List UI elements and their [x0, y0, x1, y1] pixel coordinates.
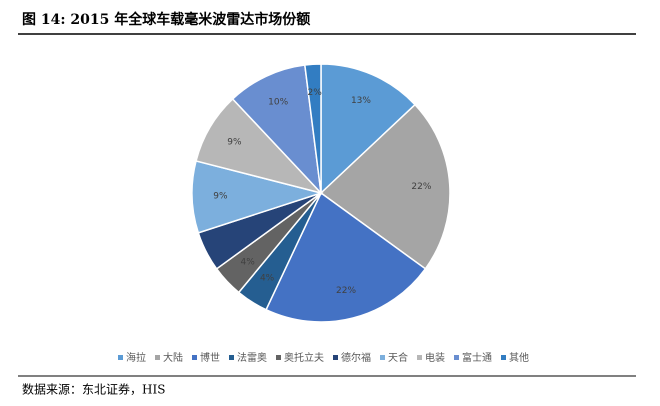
data-label: 22% [336, 286, 356, 296]
legend-swatch [333, 355, 338, 360]
legend-label: 博世 [200, 351, 220, 364]
legend-swatch [501, 355, 506, 360]
chart-title: 图 14: 2015 年全球车载毫米波雷达市场份额 [22, 11, 310, 28]
legend-label: 法雷奥 [237, 351, 267, 364]
data-label: 13% [351, 96, 371, 106]
data-label: 10% [268, 97, 288, 107]
legend-swatch [276, 355, 281, 360]
pie-slice [320, 63, 417, 195]
pie-slice [319, 103, 451, 270]
legend-label: 海拉 [126, 351, 146, 364]
pie-slice [303, 63, 322, 194]
legend-swatch [229, 355, 234, 360]
pie-slice [231, 64, 323, 196]
data-label: 9% [227, 137, 242, 147]
legend-swatch [380, 355, 385, 360]
legend-label: 奥托立夫 [284, 351, 324, 364]
legend-swatch [118, 355, 123, 360]
data-label: 22% [411, 182, 431, 192]
legend-label: 其他 [509, 351, 529, 364]
data-label: 4% [241, 257, 256, 267]
data-label: 4% [260, 273, 275, 283]
legend-label: 大陆 [163, 351, 183, 364]
legend-label: 电装 [425, 351, 445, 364]
source-note: 数据来源：东北证券，HIS [22, 382, 165, 397]
legend-label: 富士通 [462, 351, 492, 364]
legend-swatch [155, 355, 160, 360]
legend-swatch [192, 355, 197, 360]
data-label: 2% [308, 88, 323, 98]
legend-swatch [417, 355, 422, 360]
legend-label: 德尔福 [341, 351, 371, 364]
data-label: 9% [213, 192, 228, 202]
legend-label: 天合 [388, 351, 408, 364]
legend-swatch [454, 355, 459, 360]
